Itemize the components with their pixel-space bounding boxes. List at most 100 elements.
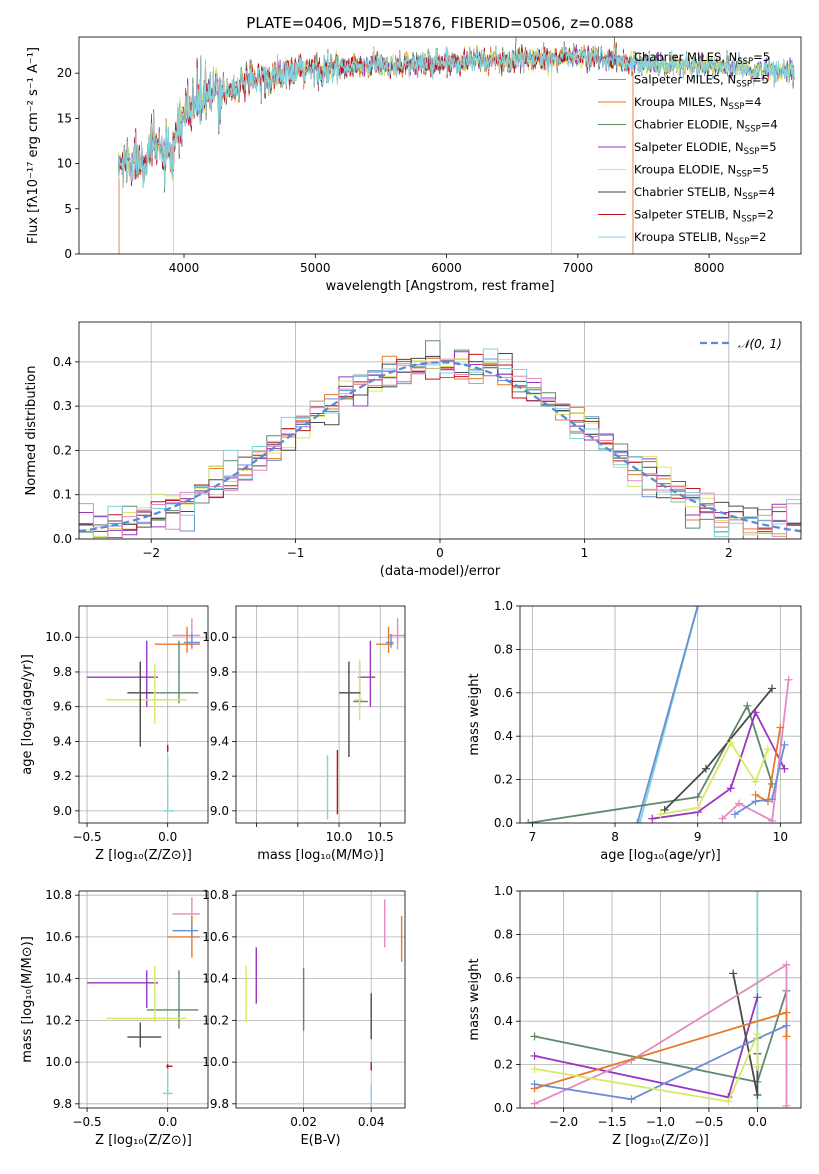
spectrum-legend-label-4: Salpeter ELODIE, NSSP=5 [634, 140, 777, 157]
mass-vs-EBV-frame [235, 890, 406, 1109]
weight-vs-age-marker-6-1 [735, 799, 744, 808]
weight-vs-age-xtick-label-1: 8 [611, 830, 619, 844]
age-vs-mass-point-6 [339, 661, 361, 758]
weight-vs-age-ytick-label-5: 1.0 [494, 599, 513, 613]
age-vs-Z-ytick-label-2: 9.4 [53, 734, 72, 748]
weight-vs-Z-marker-0-0 [753, 1104, 762, 1108]
weight-vs-Z-xtick-label-1: −1.5 [597, 1115, 626, 1129]
spectrum-plot-area [117, 37, 795, 254]
age-vs-mass-ytick-label-2: 9.4 [210, 734, 229, 748]
weight-vs-age-marker-3-2 [768, 684, 777, 693]
weight-vs-Z-marker-7-3 [753, 1062, 762, 1071]
weight-vs-Z-ytick-label-1: 0.2 [494, 1058, 513, 1072]
age-vs-mass-point-4 [358, 640, 376, 707]
mass-vs-Z-plot-area [87, 897, 200, 1096]
mass-vs-Z-point-1 [167, 916, 200, 958]
mass-vs-EBV-ytick-label-0: 9.8 [210, 1097, 229, 1111]
residuals-xtick-label-3: 1 [581, 546, 589, 560]
spectrum-ytick-label-0: 0 [64, 247, 72, 261]
weight-vs-Z-xlabel: Z [log₁₀(Z/Z⊙)] [612, 1133, 709, 1148]
weight-vs-age-series-1 [633, 606, 702, 823]
weight-vs-age-marker-1-1 [693, 606, 702, 610]
age-vs-mass-ytick-label-4: 9.8 [210, 665, 229, 679]
spectrum-xtick-label-4: 8000 [694, 261, 725, 275]
age-vs-Z-point-7 [166, 744, 169, 752]
age-vs-Z-panel: −0.5 0.0 9.0 9.2 9.4 9.6 9.8 10.0 Z [log₁₀(Z/Z⊙)… [20, 605, 209, 863]
spectrum-frame [78, 36, 802, 255]
age-vs-mass-point-2 [386, 633, 394, 648]
age-vs-mass-xlabel: mass [log₁₀(M/M⊙)] [257, 848, 384, 863]
age-vs-mass-plot-area [326, 618, 405, 820]
weight-vs-Z-marker-7-0 [530, 1064, 539, 1073]
weight-vs-Z-panel: −2.0 −1.5 −1.0 −0.5 0.0 0.0 0.2 0.4 0.6 0.8 1.0 Z [… [467, 884, 802, 1148]
spectrum-legend-label-7: Salpeter STELIB, NSSP=2 [634, 208, 774, 225]
weight-vs-age-marker-2-0 [524, 819, 533, 823]
age-vs-mass-point-8 [326, 755, 329, 820]
residuals-legend: 𝒩(0, 1) [700, 337, 782, 351]
age-vs-Z-ytick-label-3: 9.6 [53, 700, 72, 714]
weight-vs-age-marker-4-2 [726, 784, 735, 793]
age-vs-mass-ytick-label-3: 9.6 [210, 700, 229, 714]
mass-vs-Z-ytick-label-2: 10.2 [45, 1013, 72, 1027]
weight-vs-Z-marker-4-0 [530, 1099, 539, 1108]
mass-vs-Z-point-8 [162, 1068, 173, 1096]
mass-vs-EBV-ytick-label-1: 10.0 [202, 1055, 229, 1069]
weight-vs-age-marker-6-3 [784, 675, 793, 684]
weight-vs-age-xtick-label-2: 9 [694, 830, 702, 844]
mass-vs-Z-ytick-label-4: 10.6 [45, 930, 72, 944]
spectrum-legend: Chabrier MILES, NSSP=5 Salpeter MILES, NS… [598, 50, 778, 247]
mass-vs-Z-ytick-label-1: 10.0 [45, 1055, 72, 1069]
age-vs-Z-ytick-label-4: 9.8 [53, 665, 72, 679]
residuals-ytick-label-0: 0.0 [53, 532, 72, 546]
weight-vs-age-marker-5-1 [693, 803, 702, 812]
weight-vs-age-series-5 [656, 738, 772, 819]
weight-vs-age-marker-1-0 [633, 819, 642, 823]
age-vs-mass-frame [235, 605, 406, 824]
spectrum-legend-label-1: Salpeter MILES, NSSP=5 [634, 73, 769, 90]
mass-vs-EBV-xtick-label-1: 0.04 [358, 1115, 385, 1129]
weight-vs-age-marker-8-3 [780, 740, 789, 749]
weight-vs-age-ytick-label-1: 0.2 [494, 773, 513, 787]
residuals-legend-label: 𝒩(0, 1) [738, 337, 782, 351]
spectrum-legend-label-8: Kroupa STELIB, NSSP=2 [634, 230, 766, 247]
weight-vs-age-marker-2-1 [693, 792, 702, 801]
spectrum-xtick-label-2: 6000 [431, 261, 462, 275]
weight-vs-Z-marker-6-1 [627, 1095, 636, 1104]
weight-vs-Z-ytick-label-2: 0.4 [494, 1014, 513, 1028]
age-vs-Z-ylabel: age [log₁₀(age/yr)] [20, 654, 35, 775]
mass-vs-EBV-ytick-label-2: 10.2 [202, 1013, 229, 1027]
age-vs-mass-ytick-label-1: 9.2 [210, 769, 229, 783]
residuals-xtick-label-0: −2 [142, 546, 160, 560]
age-vs-Z-point-4 [87, 640, 159, 707]
weight-vs-Z-ytick-label-0: 0.0 [494, 1101, 513, 1115]
weight-vs-age-marker-8-1 [751, 797, 760, 806]
age-vs-Z-xtick-label-0: −0.5 [72, 830, 101, 844]
residuals-plot-area [79, 340, 801, 539]
spectrum-ytick-label-1: 5 [64, 202, 72, 216]
mass-vs-Z-xtick-label-0: −0.5 [72, 1115, 101, 1129]
mass-vs-EBV-ytick-label-5: 10.8 [202, 888, 229, 902]
mass-vs-Z-point-0 [172, 897, 200, 927]
weight-vs-age-xtick-label-0: 7 [529, 830, 537, 844]
weight-vs-Z-ytick-label-3: 0.6 [494, 971, 513, 985]
residuals-panel: 𝒩(0, 1) −2 −1 0 1 2 0.0 0.1 0.2 0.3 0.4 (data-model… [24, 321, 802, 579]
age-vs-Z-point-2 [183, 633, 200, 648]
residuals-ylabel: Normed distribution [24, 366, 39, 496]
residuals-xtick-label-2: 0 [436, 546, 444, 560]
weight-vs-age-marker-6-0 [718, 814, 727, 823]
mass-vs-EBV-ytick-label-4: 10.6 [202, 930, 229, 944]
age-vs-mass-point-5 [354, 659, 363, 721]
weight-vs-Z-marker-7-1 [724, 1097, 733, 1106]
weight-vs-age-marker-5-2 [726, 738, 735, 747]
age-vs-Z-ytick-label-1: 9.2 [53, 769, 72, 783]
mass-vs-EBV-panel: 0.02 0.04 9.8 10.0 10.2 10.4 10.6 10.8 E(B-V) [202, 888, 406, 1148]
weight-vs-age-plot-area [524, 606, 793, 823]
residuals-hist-7 [79, 348, 801, 539]
mass-vs-Z-xtick-label-1: 0.0 [158, 1115, 177, 1129]
weight-vs-age-marker-2-2 [743, 701, 752, 710]
age-vs-Z-point-8 [164, 757, 175, 813]
mass-vs-Z-ytick-label-5: 10.8 [45, 888, 72, 902]
spectrum-xlabel: wavelength [Angstrom, rest frame] [326, 279, 555, 294]
weight-vs-age-ytick-label-2: 0.4 [494, 729, 513, 743]
